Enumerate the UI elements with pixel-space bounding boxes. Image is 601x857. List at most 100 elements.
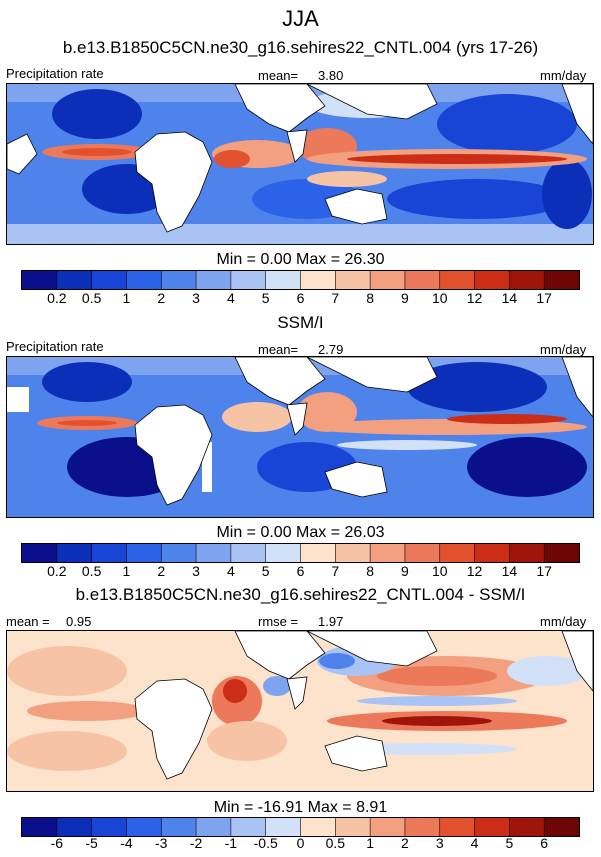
panel-1-units-label: mm/day — [540, 68, 587, 83]
colorbar-swatch — [56, 271, 93, 289]
colorbar-swatch — [335, 818, 371, 836]
colorbar-tick-label: 3 — [435, 835, 444, 851]
colorbar-tick-label: 8 — [366, 563, 375, 579]
colorbar-tick-label: -0.5 — [253, 835, 278, 851]
colorbar-tick-label: 4 — [226, 290, 235, 306]
colorbar-swatch — [22, 544, 58, 562]
colorbar-swatch — [300, 544, 336, 562]
colorbar-tick-label: 6 — [540, 835, 549, 851]
panel-2-mean-value: 2.79 — [318, 342, 344, 357]
panel-1-map-field — [7, 84, 593, 244]
colorbar-swatch — [335, 271, 371, 289]
colorbar-swatch — [196, 544, 232, 562]
colorbar-swatch — [544, 818, 579, 836]
colorbar-swatch — [230, 818, 267, 836]
colorbar-tick-label: 12 — [466, 563, 483, 579]
colorbar-tick-label: 2 — [157, 563, 166, 579]
colorbar-swatch — [439, 271, 476, 289]
colorbar-swatch — [544, 271, 579, 289]
colorbar-tick-label: 5 — [261, 290, 270, 306]
panel-2-colorbar — [21, 543, 580, 563]
colorbar-swatch — [196, 271, 232, 289]
colorbar-swatch — [300, 271, 336, 289]
colorbar-swatch — [126, 271, 162, 289]
colorbar-tick-label: 0 — [296, 835, 305, 851]
colorbar-swatch — [474, 544, 510, 562]
colorbar-swatch — [22, 271, 58, 289]
colorbar-swatch — [509, 544, 545, 562]
panel-2-mean-label: mean= — [258, 342, 299, 357]
colorbar-swatch — [370, 271, 406, 289]
colorbar-swatch — [474, 818, 510, 836]
colorbar-swatch — [91, 271, 127, 289]
panel-1-colorbar — [21, 270, 580, 290]
colorbar-tick-label: -3 — [155, 835, 168, 851]
colorbar-swatch — [404, 544, 441, 562]
colorbar-tick-label: 3 — [192, 290, 200, 306]
panel-1-map — [6, 83, 594, 245]
colorbar-swatch — [265, 544, 301, 562]
colorbar-tick-label: 0.5 — [81, 290, 102, 306]
colorbar-swatch — [439, 544, 476, 562]
colorbar-swatch — [265, 271, 301, 289]
panel-2-stats: Min = 0.00 Max = 26.03 — [216, 524, 385, 541]
panel-2-quantity-label: Precipitation rate — [6, 339, 104, 354]
colorbar-tick-label: 9 — [401, 290, 409, 306]
colorbar-tick-label: 0.5 — [325, 835, 346, 851]
colorbar-tick-label: 0.5 — [81, 563, 102, 579]
colorbar-tick-label: -1 — [224, 835, 238, 851]
panel-3-mean-label: mean = — [6, 614, 50, 629]
colorbar-tick-label: 17 — [536, 290, 552, 306]
colorbar-tick-label: 2 — [157, 290, 166, 306]
colorbar-swatch — [161, 818, 197, 836]
colorbar-tick-label: 1 — [122, 290, 131, 306]
colorbar-tick-label: 4 — [226, 563, 235, 579]
panel-3-colorbar — [21, 817, 580, 837]
colorbar-swatch — [370, 818, 406, 836]
panel-3-units-label: mm/day — [540, 614, 587, 629]
colorbar-tick-label: 14 — [501, 563, 518, 579]
figure-title: JJA — [282, 6, 319, 31]
colorbar-swatch — [91, 544, 127, 562]
colorbar-tick-label: 14 — [501, 290, 518, 306]
colorbar-tick-label: -4 — [120, 835, 133, 851]
colorbar-tick-label: 0.2 — [47, 290, 67, 306]
colorbar-tick-label: 6 — [296, 290, 305, 306]
colorbar-tick-label: 5 — [261, 563, 270, 579]
panel-1-title: b.e13.B1850C5CN.ne30_g16.sehires22_CNTL.… — [62, 38, 539, 57]
colorbar-swatch — [474, 271, 510, 289]
colorbar-tick-label: 0.2 — [47, 563, 67, 579]
colorbar-tick-label: 5 — [505, 835, 514, 851]
colorbar-swatch — [126, 818, 162, 836]
colorbar-swatch — [126, 544, 162, 562]
colorbar-tick-label: 2 — [401, 835, 409, 851]
colorbar-tick-label: 6 — [296, 563, 305, 579]
panel-1-quantity-label: Precipitation rate — [6, 66, 104, 81]
colorbar-swatch — [404, 271, 441, 289]
colorbar-tick-label: 10 — [431, 290, 448, 306]
panel-1-mean-value: 3.80 — [318, 68, 344, 83]
colorbar-tick-label: 8 — [366, 290, 375, 306]
colorbar-tick-label: 4 — [470, 835, 479, 851]
panel-3-rmse-value: 1.97 — [318, 614, 344, 629]
colorbar-tick-label: -2 — [189, 835, 203, 851]
panel-3-title: b.e13.B1850C5CN.ne30_g16.sehires22_CNTL.… — [75, 585, 526, 604]
colorbar-swatch — [56, 544, 93, 562]
colorbar-tick-label: 7 — [331, 290, 340, 306]
colorbar-swatch — [544, 544, 579, 562]
panel-1-mean-label: mean= — [258, 68, 299, 83]
colorbar-swatch — [230, 544, 267, 562]
panel-3-stats: Min = -16.91 Max = 8.91 — [213, 799, 388, 816]
colorbar-tick-label: 9 — [401, 563, 409, 579]
colorbar-swatch — [370, 544, 406, 562]
panel-2-map-field — [7, 357, 593, 517]
colorbar-swatch — [161, 271, 197, 289]
colorbar-swatch — [300, 818, 336, 836]
panel-2-title: SSM/I — [277, 313, 324, 332]
colorbar-swatch — [265, 818, 301, 836]
colorbar-tick-label: 17 — [536, 563, 552, 579]
colorbar-swatch — [91, 818, 127, 836]
colorbar-tick-label: 7 — [331, 563, 340, 579]
colorbar-swatch — [196, 818, 232, 836]
colorbar-swatch — [509, 818, 545, 836]
